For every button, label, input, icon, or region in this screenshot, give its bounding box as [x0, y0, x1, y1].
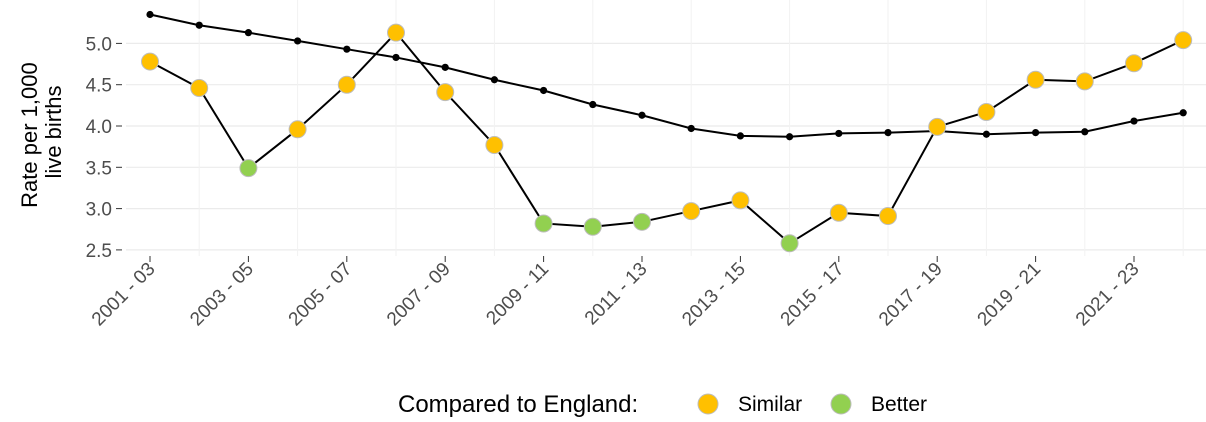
data-point-similar: [928, 117, 947, 136]
legend-marker-similar: [697, 393, 719, 415]
england-data-point: [244, 29, 252, 37]
y-tick-label: 4.0: [86, 117, 112, 138]
england-data-point: [1081, 128, 1089, 136]
x-tick-label: 2017 - 19: [875, 259, 947, 331]
legend-label-better: Better: [871, 393, 927, 416]
y-axis-title: Rate per 1,000 live births: [17, 56, 66, 208]
data-point-similar: [879, 207, 897, 226]
england-data-point: [540, 86, 548, 95]
data-point-similar: [337, 75, 356, 94]
england-data-point: [982, 130, 991, 138]
data-point-better: [633, 212, 651, 231]
england-data-point: [736, 132, 745, 140]
x-tick-label: 2005 - 07: [285, 259, 357, 331]
y-axis-ticks: 2.5 3.0 3.5 4.0 4.5 5.0: [86, 34, 122, 262]
data-point-better: [780, 234, 799, 253]
data-point-similar: [682, 202, 701, 221]
x-axis-ticks: 2001 - 03 2003 - 05 2005 - 07 2007 - 09 2009…: [88, 256, 1144, 330]
england-data-point: [1130, 117, 1138, 125]
england-data-point: [589, 100, 597, 109]
x-tick-label: 2013 - 15: [678, 259, 750, 331]
legend-marker-better: [830, 393, 852, 415]
england-data-point: [294, 37, 302, 45]
england-data-point: [835, 129, 843, 138]
x-tick-label: 2015 - 17: [777, 259, 849, 331]
england-data-point: [687, 124, 695, 133]
data-point-similar: [1174, 31, 1193, 50]
england-data-point: [1032, 129, 1040, 137]
series-2-line: [149, 31, 1184, 245]
series-layer: [141, 10, 1193, 253]
data-point-similar: [977, 102, 996, 121]
legend: Compared to England: Similar Better: [398, 391, 927, 418]
x-tick-label: 2001 - 03: [88, 259, 160, 331]
y-tick-label: 3.5: [86, 158, 112, 179]
x-tick-label: 2011 - 13: [581, 259, 652, 330]
y-tick-label: 4.5: [86, 76, 112, 97]
data-point-similar: [190, 79, 209, 98]
data-point-better: [239, 159, 258, 178]
series-1-line: [149, 13, 1184, 138]
data-point-similar: [141, 52, 159, 71]
x-tick-label: 2003 - 05: [186, 259, 258, 331]
data-point-similar: [387, 23, 405, 42]
data-point-similar: [731, 191, 750, 210]
data-point-similar: [288, 120, 307, 139]
england-data-point: [392, 53, 400, 62]
england-data-point: [884, 129, 892, 137]
england-data-point: [490, 76, 498, 84]
legend-label-similar: Similar: [738, 393, 802, 416]
y-tick-label: 5.0: [86, 34, 112, 55]
england-data-point: [343, 45, 351, 53]
x-tick-label: 2019 - 21: [974, 259, 1046, 331]
data-point-better: [583, 217, 602, 236]
england-data-point: [195, 21, 203, 29]
data-point-similar: [436, 83, 455, 102]
data-point-better: [534, 214, 553, 233]
data-point-similar: [1125, 54, 1143, 73]
england-data-point: [441, 63, 449, 71]
england-data-point: [146, 10, 154, 19]
legend-title: Compared to England:: [398, 391, 638, 418]
data-point-similar: [829, 203, 848, 222]
y-tick-label: 2.5: [86, 241, 112, 262]
data-point-similar: [1075, 72, 1094, 91]
x-tick-label: 2009 - 11: [483, 259, 554, 330]
y-axis-title-line-1: Rate per 1,000: [17, 62, 42, 208]
x-tick-label: 2007 - 09: [383, 259, 455, 331]
x-tick-label: 2021 - 23: [1072, 259, 1144, 331]
y-axis-title-line-2: live births: [41, 86, 66, 179]
y-tick-label: 3.0: [86, 200, 112, 221]
england-data-point: [638, 111, 646, 119]
data-point-similar: [1026, 70, 1045, 89]
data-point-similar: [485, 135, 504, 154]
england-data-point: [1179, 109, 1187, 117]
england-data-point: [786, 133, 794, 141]
